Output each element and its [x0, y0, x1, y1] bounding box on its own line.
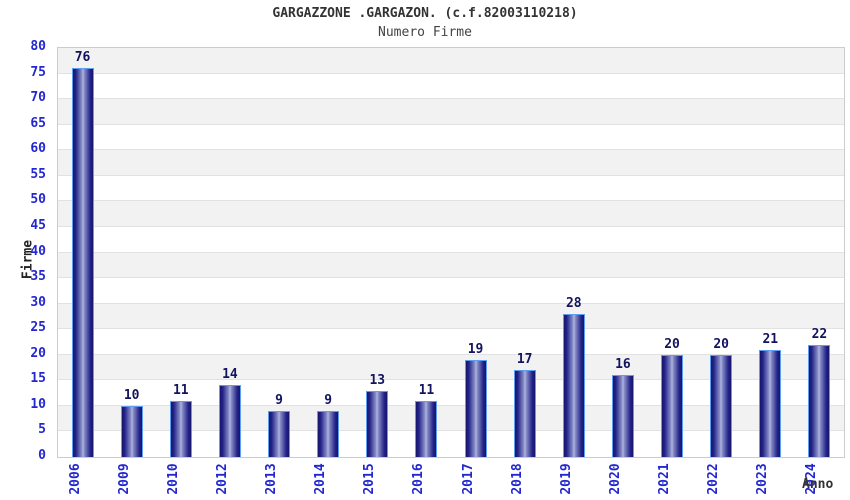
- plot-band-gray: [58, 201, 844, 227]
- y-tick-label: 65: [30, 115, 46, 131]
- plot-band-gray: [58, 252, 844, 279]
- bar-value-label: 9: [324, 392, 333, 408]
- y-tick-label: 40: [30, 243, 46, 259]
- y-tick-label: 55: [30, 166, 46, 182]
- x-tick-label: 2021: [657, 463, 673, 495]
- chart-subtitle: Numero Firme: [378, 25, 472, 40]
- chart-plot-area: 76 10 11 14 9 9 13 11 19 17 28 16 20 20 21 22: [57, 47, 845, 458]
- bar-2022: [710, 355, 733, 457]
- plot-band-white: [58, 73, 844, 100]
- x-tick-label: 2022: [706, 463, 722, 495]
- chart-title: GARGAZZONE .GARGAZON. (c.f.82003110218): [272, 6, 578, 21]
- bar-value-label: 14: [222, 367, 238, 383]
- bar-value-label: 10: [123, 387, 140, 403]
- bar-value-label: 28: [565, 295, 582, 311]
- y-tick-label: 10: [30, 396, 46, 412]
- bar-value-label: 11: [418, 382, 435, 398]
- bar-value-label: 9: [275, 392, 283, 408]
- plot-band-gray: [58, 48, 844, 74]
- bar-value-label: 19: [467, 341, 484, 357]
- plot-band-white: [58, 329, 844, 355]
- x-tick-label: 2010: [165, 463, 181, 495]
- bar-2018: [513, 370, 536, 457]
- bar-2023: [759, 350, 782, 457]
- bar-value-label: 20: [664, 336, 680, 352]
- x-tick-label: 2012: [214, 463, 230, 495]
- x-tick-label: 2019: [558, 463, 574, 495]
- plot-band-white: [58, 278, 844, 304]
- y-tick-label: 15: [30, 371, 46, 387]
- y-tick-label: 20: [30, 345, 46, 361]
- y-tick-label: 5: [38, 422, 46, 438]
- bar-2010: [169, 401, 192, 457]
- plot-band-white: [58, 226, 844, 253]
- bar-value-label: 17: [516, 352, 533, 368]
- bar-2016: [415, 401, 438, 457]
- bar-value-label: 16: [615, 357, 631, 373]
- bar-2013: [268, 411, 291, 457]
- plot-band-white: [58, 124, 844, 151]
- x-tick-label: 2014: [313, 463, 329, 495]
- x-tick-label: 2018: [509, 463, 525, 495]
- bar-2024: [808, 345, 831, 457]
- y-tick-label: 35: [30, 269, 46, 285]
- x-tick-label: 2009: [116, 463, 132, 495]
- bar-value-label: 11: [172, 382, 189, 398]
- y-tick-label: 30: [30, 294, 46, 310]
- bar-value-label: 22: [811, 326, 828, 342]
- x-tick-label: 2020: [607, 463, 623, 495]
- bar-2015: [366, 391, 389, 457]
- bar-2009: [120, 406, 143, 457]
- x-tick-label: 2017: [460, 463, 476, 495]
- bar-2019: [562, 314, 585, 457]
- y-tick-label: 50: [30, 192, 46, 208]
- bar-value-label: 76: [74, 50, 91, 66]
- y-tick-label: 25: [30, 320, 46, 336]
- x-tick-label: 2006: [67, 463, 83, 495]
- x-tick-label: 2016: [411, 463, 427, 495]
- bar-2021: [661, 355, 684, 457]
- bar-value-label: 21: [762, 331, 779, 347]
- y-tick-label: 60: [30, 141, 46, 157]
- plot-band-gray: [58, 150, 844, 176]
- bar-value-label: 20: [713, 336, 730, 352]
- y-tick-label: 70: [30, 90, 46, 106]
- y-tick-label: 45: [30, 217, 46, 233]
- bar-2017: [464, 360, 487, 457]
- x-tick-label: 2013: [264, 463, 280, 495]
- x-tick-label: 2015: [362, 463, 378, 495]
- bar-2020: [611, 375, 634, 457]
- plot-band-gray: [58, 99, 844, 125]
- plot-band-gray: [58, 303, 844, 330]
- y-tick-label: 80: [30, 39, 46, 54]
- y-tick-label: 0: [38, 448, 46, 463]
- x-tick-label: 2023: [755, 463, 771, 495]
- bar-2012: [218, 385, 241, 457]
- y-tick-label: 75: [30, 64, 46, 80]
- x-axis-title: Anno: [802, 477, 834, 492]
- bar-2006: [71, 68, 94, 457]
- bar-2014: [317, 411, 340, 457]
- bar-value-label: 13: [369, 372, 386, 388]
- plot-band-white: [58, 175, 844, 202]
